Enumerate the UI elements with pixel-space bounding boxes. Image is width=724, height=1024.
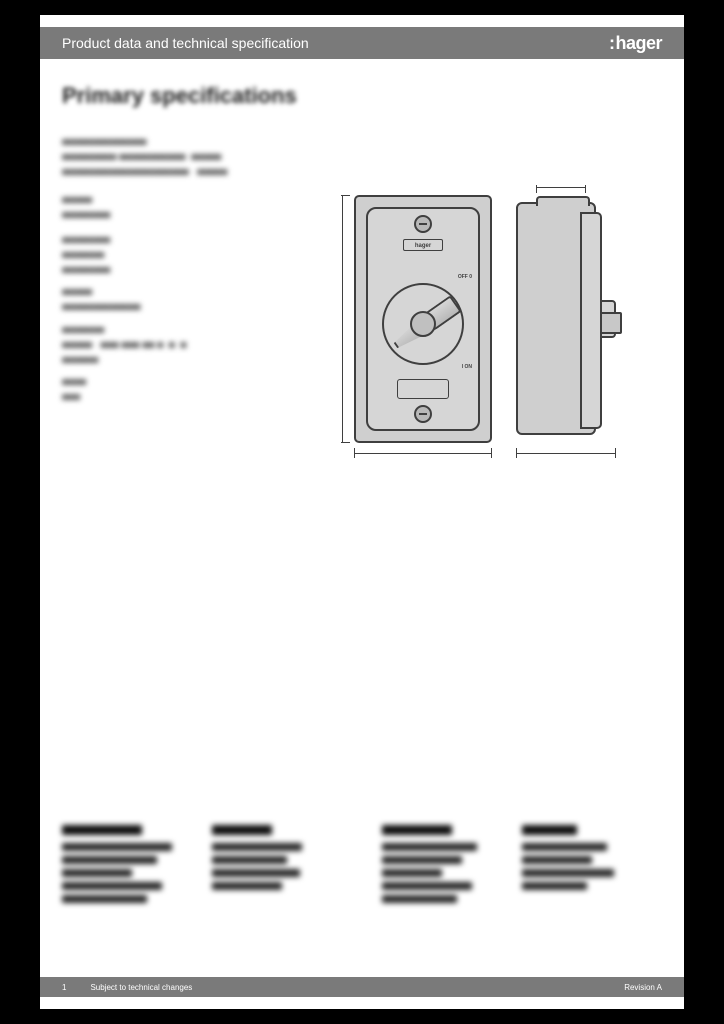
spec-paragraph: ■■■■■■■ <box>62 375 86 405</box>
footer-spec-table <box>62 825 662 935</box>
header-title: Product data and technical specification <box>62 35 309 51</box>
side-view-body <box>516 202 596 435</box>
side-view-cap <box>536 196 590 206</box>
footer-table-column <box>62 825 172 908</box>
brand-logo: hager <box>609 33 662 54</box>
dimension-width-front <box>354 453 492 454</box>
header-bar: Product data and technical specification… <box>40 27 684 59</box>
spec-paragraph: ■■■■■■■■■■■■■■■■■■■■■■■ ■■■■■■■■■■■ ■■■■… <box>62 135 227 180</box>
page-number: 1 <box>62 983 66 992</box>
rotary-knob-ring <box>382 283 464 365</box>
on-label: I ON <box>462 365 472 371</box>
spec-paragraph: ■■■■■■■■■■■■ ■■■ ■■■ ■■ ■ ■ ■■■■■■■ <box>62 323 186 368</box>
dimension-height <box>342 195 343 443</box>
spec-paragraph: ■■■■■■■■■■■■■■■■■■■■■■■ <box>62 233 110 278</box>
spec-paragraph: ■■■■■■■■■■■■■■■■■■ <box>62 285 141 315</box>
rotary-hub <box>410 311 436 337</box>
side-view-knob <box>600 300 616 338</box>
footer-table-column <box>212 825 302 895</box>
side-view-face <box>580 212 602 429</box>
document-page: Product data and technical specification… <box>40 15 684 1009</box>
technical-diagram: hager OFF 0 I ON <box>336 175 676 485</box>
off-label: OFF 0 <box>458 275 472 281</box>
spec-paragraph: ■■■■■■■■■■■■■ <box>62 193 110 223</box>
main-title: Primary specifications <box>62 83 297 109</box>
dimension-top-side <box>536 187 586 188</box>
front-view-housing: hager OFF 0 I ON <box>354 195 492 443</box>
device-brand-label: hager <box>403 239 443 251</box>
footer-bar: 1 Subject to technical changes Revision … <box>40 977 684 997</box>
screw-icon <box>414 405 432 423</box>
label-plate <box>397 379 449 399</box>
revision-label: Revision A <box>624 983 662 992</box>
dimension-depth-side <box>516 453 616 454</box>
footer-table-column <box>382 825 477 908</box>
screw-icon <box>414 215 432 233</box>
footer-disclaimer: Subject to technical changes <box>90 983 192 992</box>
front-view-faceplate: hager OFF 0 I ON <box>366 207 480 431</box>
footer-table-column <box>522 825 614 895</box>
